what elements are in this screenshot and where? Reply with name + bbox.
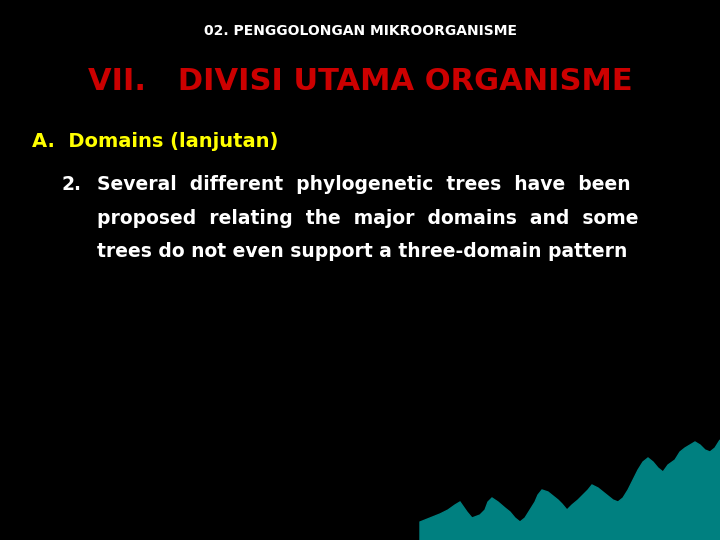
Text: VII.   DIVISI UTAMA ORGANISME: VII. DIVISI UTAMA ORGANISME [88, 68, 632, 97]
Text: A.  Domains (lanjutan): A. Domains (lanjutan) [32, 132, 279, 151]
Text: Several  different  phylogenetic  trees  have  been: Several different phylogenetic trees hav… [97, 176, 631, 194]
Text: 02. PENGGOLONGAN MIKROORGANISME: 02. PENGGOLONGAN MIKROORGANISME [204, 24, 516, 38]
Polygon shape [420, 440, 720, 540]
Text: 2.: 2. [61, 176, 81, 194]
Text: proposed  relating  the  major  domains  and  some: proposed relating the major domains and … [97, 209, 639, 228]
Text: trees do not even support a three-domain pattern: trees do not even support a three-domain… [97, 242, 628, 261]
